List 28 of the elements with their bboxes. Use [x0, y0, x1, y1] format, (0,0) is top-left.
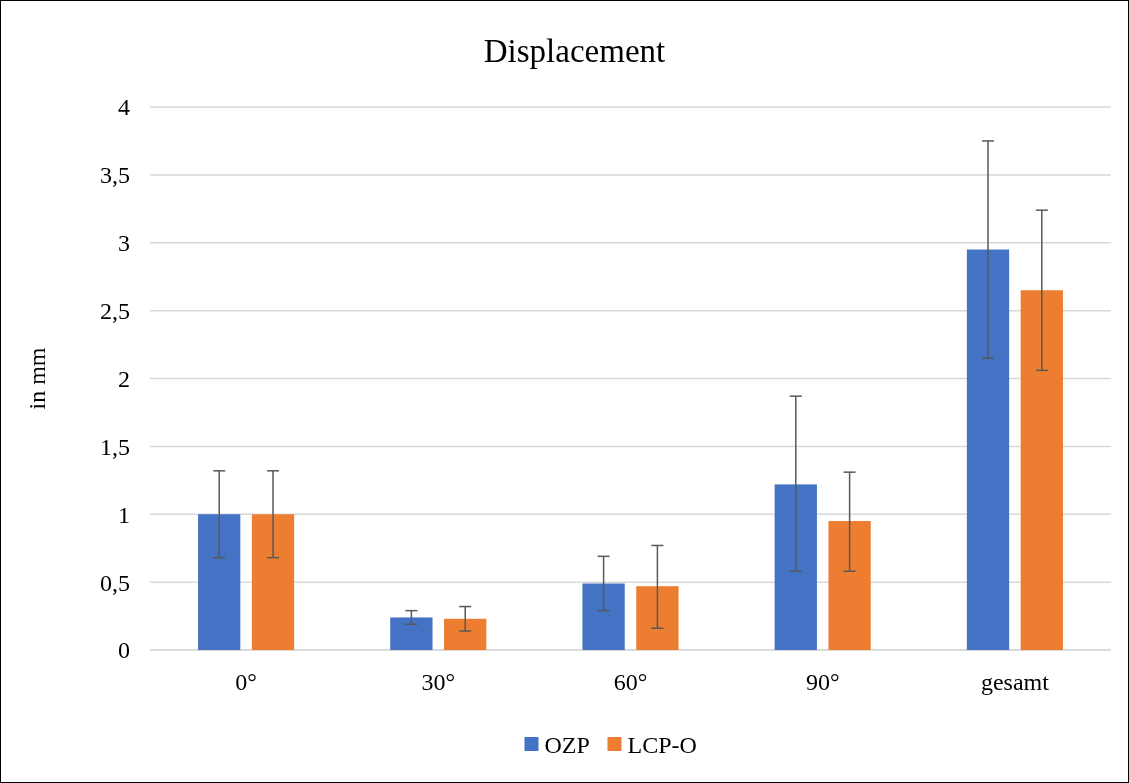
y-tick-label: 2,5: [100, 298, 130, 325]
bar: [582, 583, 625, 650]
x-tick-label: 90°: [805, 669, 840, 695]
x-tick-label: 0°: [235, 669, 257, 695]
bar: [198, 514, 241, 650]
y-tick-label: 3,5: [100, 162, 130, 189]
x-tick-label: 60°: [613, 669, 648, 695]
bar: [251, 514, 295, 650]
x-tick-label: gesamt: [980, 669, 1050, 695]
bar: [828, 521, 871, 650]
bar: [636, 586, 679, 650]
bar: [1020, 290, 1063, 650]
y-tick-label: 4: [118, 94, 130, 121]
bar: [390, 617, 433, 650]
y-tick-label: 2: [118, 365, 130, 392]
bar: [774, 484, 817, 650]
y-tick-label: 1,5: [100, 433, 130, 460]
x-tick-label: 30°: [421, 669, 456, 695]
bar: [444, 618, 487, 650]
y-tick-label: 0,5: [100, 569, 130, 596]
bar: [966, 249, 1010, 650]
chart-title: Displacement: [483, 33, 666, 69]
legend-label: LCP-O: [627, 732, 697, 759]
y-tick-label: 0: [118, 637, 130, 664]
y-tick-label: 3: [118, 230, 130, 257]
y-axis-title: in mm: [24, 347, 50, 410]
legend-label: OZP: [544, 732, 590, 759]
y-tick-label: 1: [118, 501, 130, 528]
